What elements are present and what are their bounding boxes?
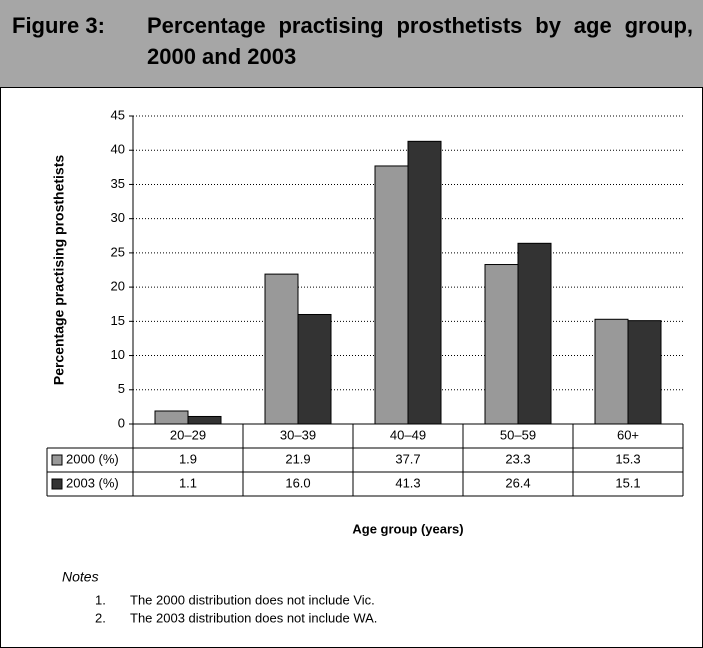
bar (297, 313, 332, 425)
y-tick-label: 40 (111, 142, 125, 157)
note-number: 1. (95, 592, 106, 607)
bar (374, 165, 409, 425)
legend-swatch (51, 478, 63, 490)
table-value: 1.9 (179, 451, 197, 466)
bar (264, 273, 299, 425)
x-tick-label: 60+ (617, 427, 639, 442)
note-text: The 2003 distribution does not include W… (130, 610, 377, 625)
y-tick-label: 25 (111, 244, 125, 259)
table-value: 23.3 (505, 451, 530, 466)
table-value: 41.3 (395, 475, 420, 490)
x-tick-label: 30–39 (280, 427, 316, 442)
x-tick-label: 40–49 (390, 427, 426, 442)
table-value: 15.3 (615, 451, 640, 466)
note-number: 2. (95, 610, 106, 625)
bar (594, 318, 629, 425)
table-value: 16.0 (285, 475, 310, 490)
y-tick-label: 5 (118, 381, 125, 396)
y-tick-label: 0 (118, 415, 125, 430)
notes-heading: Notes (62, 569, 99, 585)
note-text: The 2000 distribution does not include V… (130, 592, 375, 607)
y-axis-label: Percentage practising prosthetists (51, 155, 67, 386)
table-value: 21.9 (285, 451, 310, 466)
table-value: 26.4 (505, 475, 530, 490)
table-value: 1.1 (179, 475, 197, 490)
bar (627, 320, 662, 425)
x-tick-label: 50–59 (500, 427, 536, 442)
y-tick-label: 20 (111, 279, 125, 294)
bar (187, 415, 222, 425)
x-tick-label: 20–29 (170, 427, 206, 442)
table-value: 37.7 (395, 451, 420, 466)
y-tick-label: 15 (111, 313, 125, 328)
bar (407, 140, 442, 425)
y-tick-label: 30 (111, 210, 125, 225)
legend-swatch (51, 454, 63, 466)
bar (484, 264, 519, 425)
legend-label: 2003 (%) (66, 475, 119, 490)
x-axis-label: Age group (years) (352, 521, 463, 536)
bar (517, 242, 552, 425)
header: Figure 3: Percentage practising prosthet… (0, 0, 703, 88)
y-tick-label: 45 (111, 107, 125, 122)
bar (154, 410, 189, 425)
table-value: 15.1 (615, 475, 640, 490)
y-tick-label: 10 (111, 347, 125, 362)
figure-label: Figure 3: (12, 13, 105, 38)
legend-label: 2000 (%) (66, 451, 119, 466)
chart-title: Percentage practising prosthetists by ag… (147, 13, 693, 69)
y-tick-label: 35 (111, 176, 125, 191)
